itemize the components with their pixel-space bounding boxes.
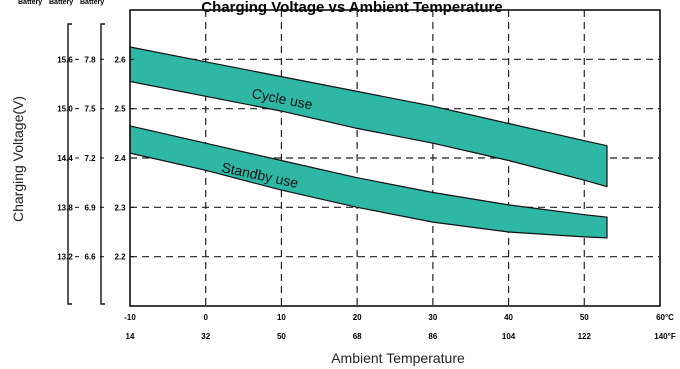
x-axis-ticks: -10 14 0 32 10 50 20 68 30 86 40 104 50 122 60°C 140°F — [124, 313, 676, 341]
y-bracket — [67, 23, 72, 305]
x-tick-fahrenheit: 86 — [428, 332, 437, 341]
y-tick-label: 6.6 — [84, 253, 96, 262]
x-tick-fahrenheit: 14 — [126, 332, 135, 341]
x-tick-fahrenheit: 32 — [201, 332, 210, 341]
x-tick-fahrenheit: 104 — [502, 332, 516, 341]
y-tick-label: 2.5 — [114, 105, 126, 114]
y-axis-ticks: 15.6 15.0 14.4 13.8 13.2 7.8 7.5 7.2 6.9 6.6 2.6 2.… — [57, 55, 134, 262]
x-tick-celsius: -10 — [124, 313, 136, 322]
chart-title: Charging Voltage vs Ambient Temperature — [201, 0, 502, 16]
y-tick-label: 2.3 — [114, 203, 126, 212]
column-header: Battery — [49, 0, 73, 6]
x-tick-fahrenheit: 122 — [578, 332, 592, 341]
y-tick-label: 2.2 — [114, 253, 126, 262]
x-tick-celsius: 50 — [580, 313, 589, 322]
x-tick-celsius: 20 — [353, 313, 362, 322]
x-tick-celsius: 40 — [504, 313, 513, 322]
column-header: Battery — [18, 0, 42, 6]
column-headers: Battery Battery Battery — [18, 0, 104, 6]
y-tick-label: 15.6 — [57, 55, 73, 64]
column-header: Battery — [80, 0, 104, 6]
y-bracket — [100, 23, 105, 305]
y-tick-label: 7.8 — [84, 55, 96, 64]
band-standby-use — [129, 125, 608, 239]
y-tick-label: 7.5 — [84, 105, 96, 114]
x-tick-celsius: 0 — [203, 313, 208, 322]
x-tick-celsius: 30 — [428, 313, 437, 322]
x-tick-celsius: 60°C — [656, 313, 674, 322]
x-tick-celsius: 10 — [277, 313, 286, 322]
x-tick-fahrenheit: 50 — [277, 332, 286, 341]
y-axis-brackets — [67, 23, 105, 305]
data-bands — [129, 46, 608, 239]
y-tick-label: 15.0 — [57, 105, 73, 114]
x-tick-fahrenheit: 68 — [353, 332, 362, 341]
y-tick-label: 2.6 — [114, 55, 126, 64]
band-cycle-use — [129, 46, 608, 188]
y-axis-title: Charging Voltage(V) — [10, 96, 26, 222]
y-tick-label: 13.2 — [57, 253, 73, 262]
x-tick-fahrenheit: 140°F — [654, 332, 676, 341]
y-tick-label: 14.4 — [57, 154, 73, 163]
y-tick-label: 13.8 — [57, 203, 73, 212]
y-tick-label: 2.4 — [114, 154, 126, 163]
x-axis-title: Ambient Temperature — [331, 350, 465, 366]
y-tick-label: 6.9 — [84, 203, 96, 212]
y-tick-label: 7.2 — [84, 154, 96, 163]
